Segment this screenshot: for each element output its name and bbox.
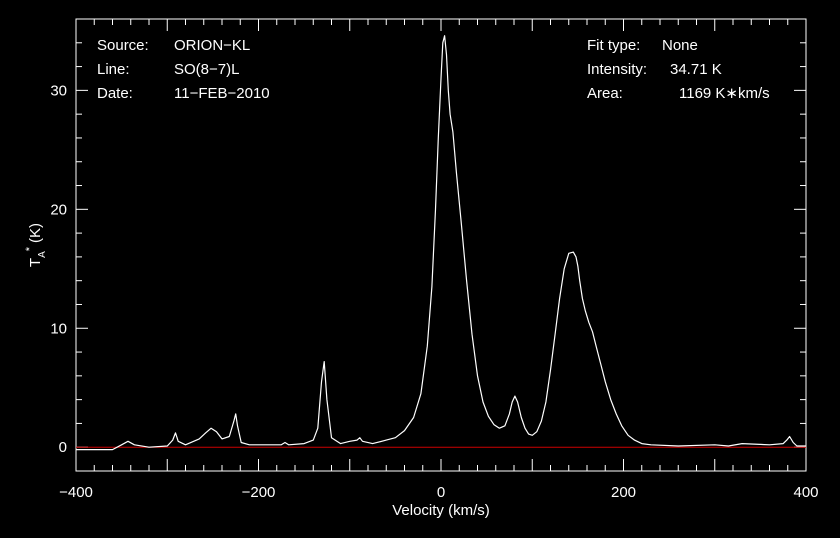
x-tick-label: −200 xyxy=(242,484,276,501)
y-axis-label: TA* (K) xyxy=(24,223,48,267)
x-tick-labels: −400 −200 0 200 400 xyxy=(59,484,818,501)
fit-type-key: Fit type: xyxy=(587,37,640,54)
x-tick-label: −400 xyxy=(59,484,93,501)
header-info-right: Fit type: None Intensity: 34.71 K Area: … xyxy=(587,37,770,102)
y-axis-label-unit: (K) xyxy=(27,223,44,243)
area-key: Area: xyxy=(587,85,623,102)
intensity-key: Intensity: xyxy=(587,61,647,78)
line-value: SO(8−7)L xyxy=(174,61,239,78)
date-value: 11−FEB−2010 xyxy=(174,85,270,102)
x-tick-label: 0 xyxy=(437,484,445,501)
y-axis-label-sup: * xyxy=(24,246,36,251)
y-tick-label: 0 xyxy=(59,439,67,456)
y-tick-label: 10 xyxy=(50,320,67,337)
x-axis-label: Velocity (km/s) xyxy=(392,502,490,519)
y-axis-label-main: T xyxy=(27,258,44,267)
line-key: Line: xyxy=(97,61,130,78)
source-value: ORION−KL xyxy=(174,37,250,54)
y-tick-labels: 0 10 20 30 xyxy=(50,82,67,456)
fit-type-value: None xyxy=(662,37,698,54)
intensity-value: 34.71 K xyxy=(670,61,722,78)
source-key: Source: xyxy=(97,37,149,54)
y-axis-label-sub: A xyxy=(37,251,48,258)
area-value: 1169 K∗km/s xyxy=(679,85,770,102)
spectrum-line xyxy=(76,35,806,451)
header-info-left: Source: ORION−KL Line: SO(8−7)L Date: 11… xyxy=(97,37,270,102)
x-tick-label: 400 xyxy=(793,484,818,501)
y-tick-label: 20 xyxy=(50,201,67,218)
y-tick-label: 30 xyxy=(50,82,67,99)
date-key: Date: xyxy=(97,85,133,102)
svg-text:TA*(K): TA* (K) xyxy=(24,223,48,267)
x-tick-label: 200 xyxy=(611,484,636,501)
